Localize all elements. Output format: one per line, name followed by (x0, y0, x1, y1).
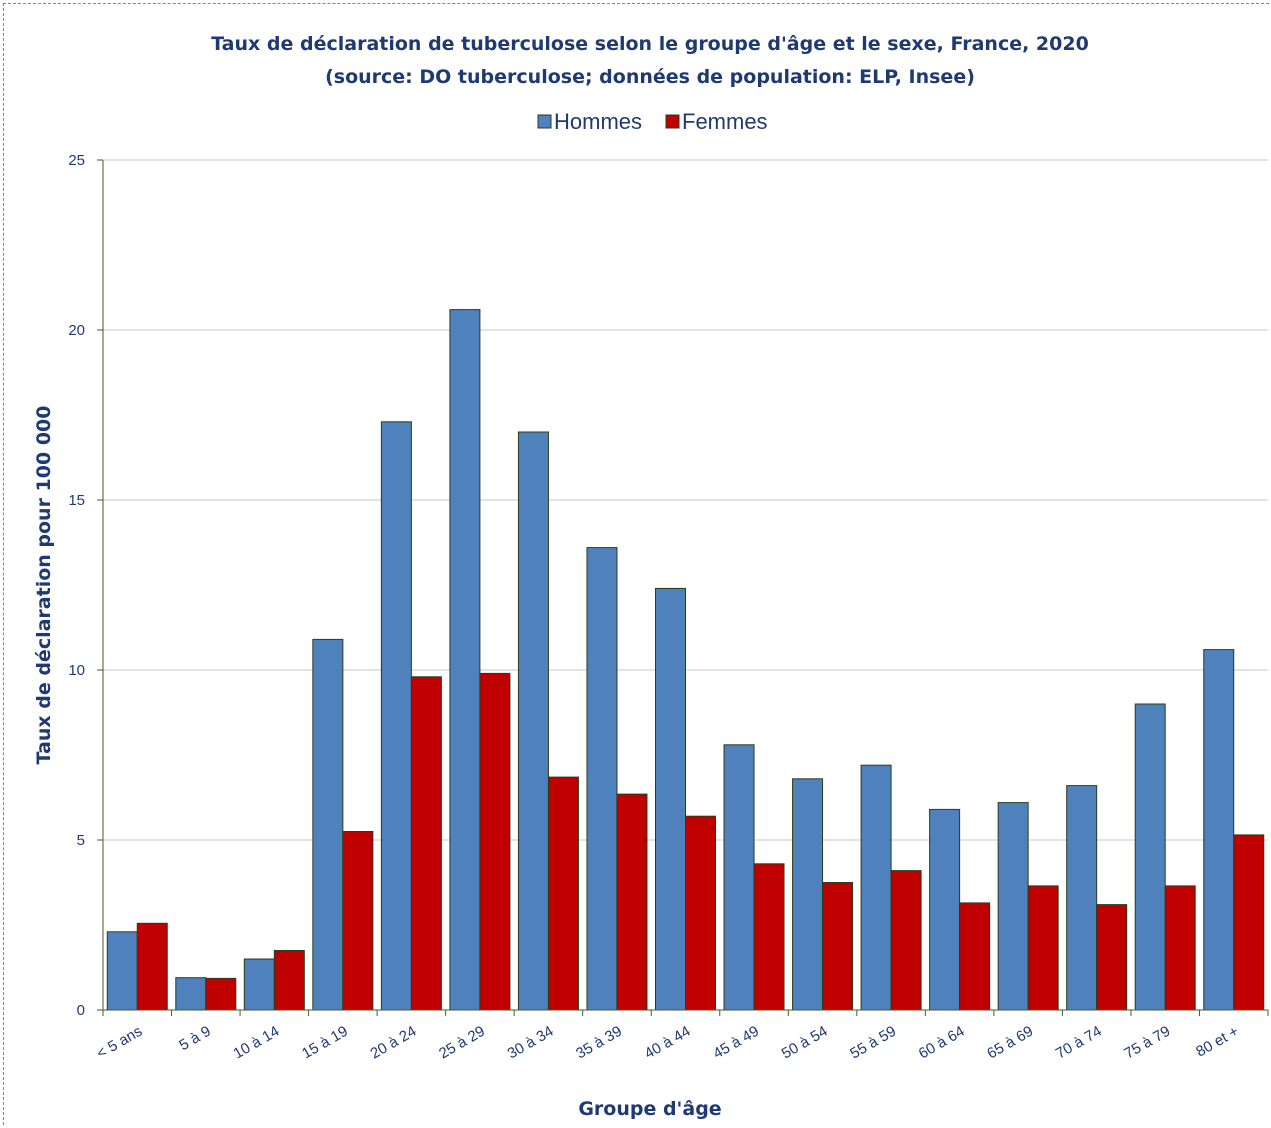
legend-swatch-hommes (537, 114, 552, 129)
x-tick-labels: < 5 ans 5 à 9 10 à 14 15 à 19 20 à 24 25 à 29… (94, 1023, 1242, 1063)
bar-femmes-13 (1027, 885, 1059, 1011)
y-tick-label: 5 (77, 832, 85, 849)
x-tick-label: 30 à 34 (505, 1023, 557, 1063)
x-tick-label: 80 et + (1193, 1023, 1242, 1061)
y-tick-labels: 0 5 10 15 20 25 (68, 152, 85, 1019)
bar-hommes-5 (449, 309, 481, 1011)
bar-hommes-6 (517, 431, 549, 1011)
bar-femmes-3 (342, 831, 374, 1011)
x-tick-label: 50 à 54 (779, 1023, 831, 1063)
y-axis-title: Taux de déclaration pour 100 000 (33, 406, 55, 765)
x-tick-label: 40 à 44 (642, 1023, 694, 1063)
x-tick-label: 5 à 9 (176, 1023, 213, 1054)
x-tick-label: 70 à 74 (1053, 1023, 1105, 1063)
bar-hommes-13 (997, 802, 1029, 1011)
x-tick-label: 45 à 49 (710, 1023, 762, 1063)
bar-hommes-4 (380, 421, 412, 1011)
x-axis-title: Groupe d'âge (578, 1098, 721, 1120)
bar-hommes-7 (586, 547, 618, 1011)
x-tick-label: 60 à 64 (916, 1023, 968, 1063)
chart-title: Taux de déclaration de tuberculose selon… (211, 33, 1089, 55)
y-tick-label: 25 (68, 152, 85, 169)
legend-label-femmes: Femmes (682, 109, 768, 134)
legend: Hommes Femmes (537, 109, 768, 134)
x-tick-label: 55 à 59 (847, 1023, 899, 1063)
bar-hommes-10 (792, 778, 824, 1011)
bar-hommes-0 (106, 931, 138, 1011)
bar-femmes-9 (753, 863, 785, 1011)
bar-femmes-5 (479, 672, 511, 1011)
bar-femmes-7 (616, 793, 648, 1011)
bar-femmes-15 (1164, 885, 1196, 1011)
x-tick-label: 10 à 14 (230, 1023, 282, 1063)
bar-femmes-1 (205, 977, 237, 1011)
y-tick-label: 0 (77, 1002, 85, 1019)
y-tick-label: 15 (68, 492, 85, 509)
bar-hommes-14 (1066, 785, 1098, 1011)
bar-hommes-12 (929, 808, 961, 1011)
bar-hommes-11 (860, 764, 892, 1011)
x-tick-label: < 5 ans (94, 1023, 145, 1063)
chart-subtitle: (source: DO tuberculose; données de popu… (325, 66, 975, 88)
bar-femmes-12 (959, 902, 991, 1011)
x-tick-label: 75 à 79 (1121, 1023, 1173, 1063)
bar-hommes-9 (723, 744, 755, 1011)
bar-femmes-6 (547, 776, 579, 1011)
bars (106, 309, 1265, 1011)
bar-femmes-4 (410, 676, 442, 1011)
bar-hommes-16 (1203, 649, 1235, 1011)
bar-femmes-14 (1096, 904, 1128, 1011)
bar-hommes-15 (1134, 703, 1166, 1011)
x-tick-label: 20 à 24 (368, 1023, 420, 1063)
legend-swatch-femmes (665, 114, 680, 129)
axes (97, 159, 1269, 1016)
x-tick-label: 35 à 39 (573, 1023, 625, 1063)
bar-hommes-3 (312, 638, 344, 1011)
bar-femmes-8 (685, 815, 716, 1011)
x-tick-label: 15 à 19 (299, 1023, 351, 1063)
bar-hommes-2 (243, 958, 275, 1011)
bar-hommes-1 (175, 977, 207, 1011)
bar-femmes-11 (890, 870, 922, 1011)
bar-femmes-0 (136, 922, 168, 1011)
x-tick-label: 25 à 29 (436, 1023, 488, 1063)
bar-hommes-8 (655, 587, 686, 1011)
bar-femmes-16 (1233, 834, 1265, 1011)
bar-femmes-2 (273, 950, 305, 1011)
y-tick-label: 20 (68, 322, 85, 339)
chart-frame (3, 3, 1269, 1125)
x-tick-label: 65 à 69 (984, 1023, 1036, 1063)
bar-femmes-10 (822, 882, 854, 1011)
legend-label-hommes: Hommes (554, 109, 642, 134)
y-tick-label: 10 (68, 662, 85, 679)
